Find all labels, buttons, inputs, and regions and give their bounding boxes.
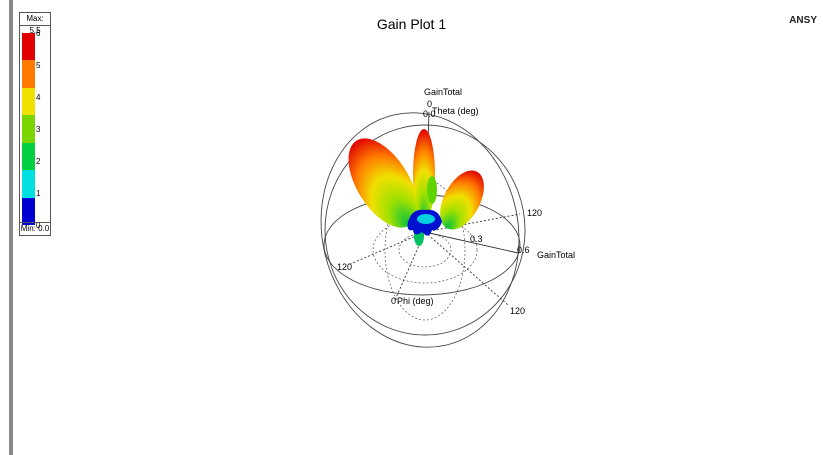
inner-circle-3 <box>384 179 466 321</box>
legend-swatch <box>22 115 35 143</box>
legend-tick-label: 0 <box>36 221 41 230</box>
legend-tick-label: 1 <box>36 189 41 198</box>
left-border <box>9 0 13 455</box>
legend-tick-label: 5 <box>36 61 41 70</box>
inner-circle-1 <box>372 216 478 284</box>
sphere-frame <box>320 112 526 348</box>
legend-tick-label: 4 <box>36 93 41 102</box>
plot-title: Gain Plot 1 <box>376 16 447 32</box>
radial-tick-03: 0.3 <box>470 234 483 244</box>
theta-label: Theta (deg) <box>432 106 479 116</box>
outer-circle <box>324 124 526 336</box>
lobe-small-green <box>427 176 437 204</box>
legend-swatch <box>22 33 35 61</box>
inner-circle-2 <box>398 232 452 268</box>
angle-tick-right-bottom: 120 <box>510 306 525 316</box>
top-zero-label: 0 <box>427 99 432 109</box>
axis-120-right-top <box>424 213 521 233</box>
lobe-right <box>440 170 484 230</box>
radiation-lobes <box>348 129 484 246</box>
legend-tick-label: 2 <box>36 157 41 166</box>
angle-tick-left: 120 <box>337 262 352 272</box>
legend-min-label: Min: 0.0 <box>20 222 50 233</box>
phi-label: Phi (deg) <box>397 296 434 306</box>
axis-120-right-bottom <box>424 231 509 306</box>
legend-swatch <box>22 197 35 225</box>
axis-labels: GainTotal 0 0.0 Theta (deg) 0.3 0.6 Gain… <box>337 87 575 316</box>
lobe-left <box>348 138 418 228</box>
legend-color-bar <box>22 33 35 225</box>
lobe-base-cyan <box>417 214 435 224</box>
legend-max-label: Max: 5.5 <box>20 13 50 35</box>
lobe-center <box>413 129 435 221</box>
gain-axis-line <box>424 231 519 254</box>
radial-tick-06: 0.6 <box>517 245 530 255</box>
top-gain-label: GainTotal <box>424 87 462 97</box>
angle-tick-right-top: 120 <box>527 208 542 218</box>
legend-tick-label: 6 <box>36 29 41 38</box>
legend-swatch <box>22 60 35 88</box>
legend-tick-label: 3 <box>36 125 41 134</box>
color-legend: Max: 5.5 6 5 4 3 2 1 0 Min: 0.0 <box>19 12 51 236</box>
legend-swatch <box>22 142 35 171</box>
gain-axis-label: GainTotal <box>537 250 575 260</box>
legend-swatch <box>22 170 35 198</box>
top-zero-decimal-label: 0.0 <box>423 109 436 119</box>
legend-swatch <box>22 87 35 116</box>
phi-zero-label: 0 <box>391 296 396 306</box>
axis-120-left <box>347 231 426 266</box>
brand-label: ANSY <box>789 15 817 26</box>
